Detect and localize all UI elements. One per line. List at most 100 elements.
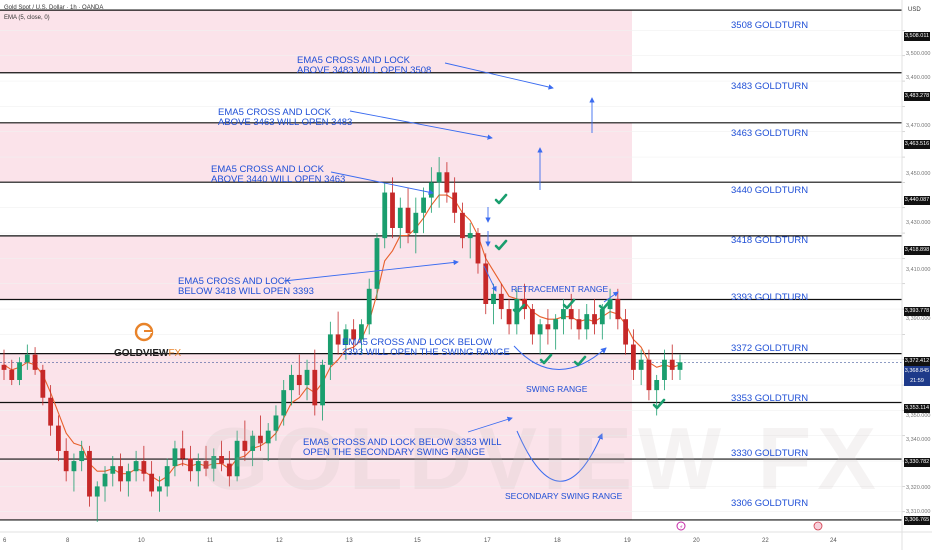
candle-body <box>226 463 232 477</box>
candle-body <box>592 314 597 325</box>
checks-layer <box>494 193 666 410</box>
levels-layer <box>0 9 902 521</box>
candle-body <box>584 314 590 330</box>
candle-body <box>366 288 372 325</box>
annotation-arrow <box>330 171 434 195</box>
candle-body <box>24 354 30 363</box>
x-tick-label: 17 <box>484 538 491 544</box>
indicator-label[interactable]: EMA (5, close, 0) <box>4 15 50 21</box>
annotation-line: 3393 WILL OPEN THE SWING RANGE <box>342 347 510 358</box>
candle-body <box>545 324 551 330</box>
annotation-line: ABOVE 3483 WILL OPEN 3508 <box>297 65 432 76</box>
current-price-badge: 3,368.845 21:59 <box>904 366 930 386</box>
y-tick-label: 3,410.000 <box>906 267 931 273</box>
annotation-a6: EMA5 CROSS AND LOCK BELOW 3353 WILL OPEN … <box>303 438 502 458</box>
candle-body <box>561 309 566 320</box>
candle-body <box>677 362 683 370</box>
y-tick-label: 3,320.000 <box>906 485 931 491</box>
annotation-line: EMA5 CROSS AND LOCK <box>218 107 331 118</box>
x-tick-label: 22 <box>762 538 769 544</box>
watermark: GOLDVIEW FX <box>200 409 882 508</box>
candle-body <box>405 207 411 234</box>
annotation-a2: EMA5 CROSS AND LOCK ABOVE 3463 WILL OPEN … <box>218 108 352 128</box>
candle-body <box>188 458 193 472</box>
annotation-line: EMA5 CROSS AND LOCK BELOW <box>342 337 492 348</box>
candle-body <box>654 380 660 391</box>
candle-body <box>669 359 675 370</box>
candle-body <box>118 466 123 482</box>
candle-body <box>133 461 139 472</box>
annotation-arrow <box>444 62 554 90</box>
y-tick-label: 3,390.000 <box>906 316 931 322</box>
candle-body <box>320 364 325 406</box>
checkmark-icon <box>539 353 553 365</box>
bar-countdown: 21:59 <box>910 378 924 384</box>
candles-layer <box>1 157 683 522</box>
candle-body <box>359 324 364 340</box>
ema-layer <box>3 194 681 482</box>
event-markers[interactable]: ⚡ <box>676 521 823 531</box>
arrows-layer <box>283 62 619 482</box>
level-label-3306: 3306 GOLDTURN <box>731 498 809 509</box>
candle-body <box>374 238 380 289</box>
candle-body <box>250 435 256 451</box>
candle-body <box>390 192 395 228</box>
level-label-3372: 3372 GOLDTURN <box>731 343 809 354</box>
candle-body <box>335 334 341 345</box>
candle-body <box>242 440 248 451</box>
candle-body <box>623 319 629 345</box>
checkmark-icon <box>494 239 508 251</box>
candle-body <box>576 319 582 330</box>
candle-body <box>397 207 403 228</box>
y-tick-label: 3,490.000 <box>906 75 931 81</box>
swing-range-label: SWING RANGE <box>526 384 588 394</box>
candle-body <box>506 309 512 325</box>
annotation-a4: EMA5 CROSS AND LOCK BELOW 3418 WILL OPEN … <box>178 277 314 297</box>
ema5-line <box>3 194 681 482</box>
annotation-line: EMA5 CROSS AND LOCK <box>297 55 410 66</box>
candle-body <box>289 374 294 391</box>
candle-body <box>281 390 287 416</box>
candle-body <box>48 397 54 426</box>
y-tick-label: 3,470.000 <box>906 123 931 129</box>
candle-body <box>553 319 559 330</box>
symbol-title[interactable]: Gold Spot / U.S. Dollar · 1h · OANDA <box>4 5 104 11</box>
candle-body <box>452 192 458 213</box>
candle-body <box>483 263 489 304</box>
candle-body <box>203 461 209 469</box>
price-badge-3483: 3,483.278 <box>904 92 930 101</box>
annotation-line: ABOVE 3463 WILL OPEN 3483 <box>218 117 353 128</box>
level-label-3463: 3463 GOLDTURN <box>731 128 809 139</box>
candle-body <box>343 329 349 345</box>
candle-body <box>273 415 279 431</box>
level-label-3440: 3440 GOLDTURN <box>731 185 809 196</box>
candle-body <box>40 369 46 398</box>
candle-body <box>568 309 574 320</box>
candle-body <box>219 456 224 464</box>
x-tick-label: 8 <box>66 538 70 544</box>
candle-body <box>421 197 426 213</box>
candle-body <box>428 182 434 198</box>
retracement-range-label: RETRACEMENT RANGE <box>511 284 609 294</box>
candle-body <box>646 359 652 391</box>
secondary-swing-range-label: SECONDARY SWING RANGE <box>505 491 623 501</box>
candle-body <box>17 362 22 380</box>
checkmark-icon <box>573 355 587 367</box>
candle-body <box>630 344 636 370</box>
price-badge-3353: 3,353.114 <box>904 404 930 413</box>
secondary-swing-curve <box>516 430 603 482</box>
level-label-3418: 3418 GOLDTURN <box>731 235 809 246</box>
currency-label: USD <box>908 7 921 13</box>
x-tick-label: 6 <box>3 538 7 544</box>
candle-body <box>180 448 186 459</box>
annotation-a1: EMA5 CROSS AND LOCK ABOVE 3483 WILL OPEN … <box>297 56 431 76</box>
current-price-value: 3,368.845 <box>904 368 930 374</box>
price-badge-3508: 3,508.011 <box>904 32 930 41</box>
price-badge-3393: 3,393.778 <box>904 307 930 316</box>
candle-body <box>491 293 496 304</box>
price-badge-3463: 3,463.516 <box>904 140 930 149</box>
annotation-line: BELOW 3418 WILL OPEN 3393 <box>178 286 314 297</box>
candle-body <box>304 369 310 386</box>
